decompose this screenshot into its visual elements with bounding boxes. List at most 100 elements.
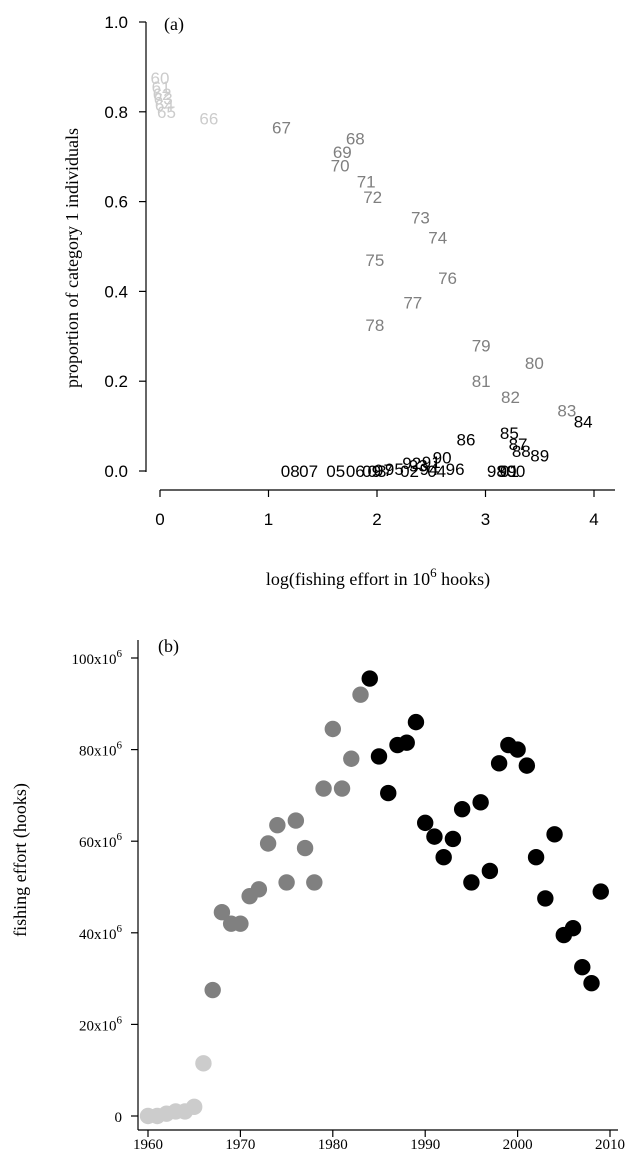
panel-b-point: [296, 839, 314, 857]
panel-b-point: [195, 1055, 212, 1072]
panel-a-year-label: 61: [152, 78, 171, 97]
panel-a-year-label: 74: [428, 229, 447, 248]
panel-b-point: [361, 670, 378, 687]
panel-b-y-tick-sup: 6: [117, 1014, 123, 1026]
panel-a-y-tick-label: 1.0: [104, 13, 128, 32]
panel-a-year-label: 05: [326, 462, 345, 481]
panel-a-year-label: 71: [357, 172, 376, 191]
panel-b-point: [509, 741, 526, 758]
panel-a-year-label: 87: [509, 435, 528, 454]
panel-a-year-label: 81: [472, 372, 491, 391]
panel-a-x-label-sup: 6: [430, 565, 437, 580]
panel-a-year-label: 72: [363, 188, 382, 207]
panel-a-tag: (a): [164, 14, 184, 35]
panel-b-tag: (b): [158, 636, 179, 657]
panel-a-year-label: 00: [506, 462, 525, 481]
panel-b-point: [417, 814, 434, 832]
panel-b-y-tick-sup: 6: [117, 648, 123, 660]
panel-a-x-tick-label: 2: [372, 510, 381, 529]
panel-a-x-tick-label: 3: [481, 510, 490, 529]
panel-a-year-label: 89: [530, 446, 549, 465]
panel-a-year-label: 86: [457, 431, 476, 450]
panel-a-year-label: 88: [512, 442, 531, 461]
panel-a-year-label: 95: [385, 460, 404, 479]
panel-b-point: [287, 812, 305, 829]
panel-a-year-label: 60: [151, 69, 170, 88]
panel-b-y-axis-label: fishing effort (hooks): [10, 783, 31, 937]
panel-a-y-tick-label: 0.4: [104, 282, 128, 301]
panel-a-year-label: 98: [487, 462, 506, 481]
panel-a-x-label-suffix: hooks): [437, 569, 491, 590]
panel-b-y-tick-label: 100x106: [72, 648, 123, 668]
panel-a-year-label: 07: [299, 462, 318, 481]
panel-b-y-tick-base: 20x10: [79, 1018, 117, 1034]
panel-b-point: [315, 780, 332, 797]
panel-b-x-tick-label: 2000: [503, 1137, 533, 1152]
panel-b-x-tick-label: 1990: [410, 1137, 440, 1152]
panel-b-y-tick-base: 40x10: [79, 927, 117, 943]
panel-b-x-tick-label: 1960: [133, 1137, 163, 1152]
panel-b-point: [426, 828, 443, 845]
panel-a-year-label: 99: [498, 462, 517, 481]
panel-b-y-tick-label: 20x106: [79, 1014, 123, 1034]
panel-b-point: [518, 757, 536, 774]
panel-a-year-label: 75: [365, 251, 384, 270]
panel-a-year-label: 67: [272, 119, 291, 138]
panel-b-y-tick-label: 0: [115, 1110, 123, 1126]
panel-a-year-label: 63: [154, 89, 173, 108]
panel-a-year-label: 84: [574, 413, 593, 432]
panel-b-point: [564, 920, 582, 937]
panel-a-x-tick-label: 4: [589, 510, 598, 529]
panel-a-year-label: 66: [199, 110, 218, 129]
panel-b-point: [324, 720, 341, 738]
panel-b-y-tick-sup: 6: [117, 831, 123, 843]
panel-b-point: [435, 849, 452, 866]
panel-b-y-tick-base: 100x10: [72, 652, 117, 668]
panel-a-year-label: 76: [438, 269, 457, 288]
panel-a-year-label: 79: [472, 336, 491, 355]
panel-a-year-label: 96: [446, 460, 465, 479]
panel-b-point: [380, 784, 397, 802]
panel-b-point: [490, 755, 508, 772]
panel-a-year-label: 93: [409, 457, 428, 476]
panel-a-year-label: 64: [155, 96, 174, 115]
panel-b-point: [333, 780, 351, 797]
panel-b-point: [453, 800, 471, 818]
panel-a-year-label: 77: [403, 294, 422, 313]
panel-a-x-axis-label: log(fishing effort in 106 hooks): [266, 565, 490, 590]
panel-b-point: [250, 881, 268, 898]
panel-a-year-label: 04: [427, 462, 446, 481]
panel-a-year-label: 01: [500, 462, 519, 481]
panel-b-point: [444, 830, 462, 848]
panel-a-year-label: 69: [333, 143, 352, 162]
panel-a-year-label: 62: [153, 85, 172, 104]
panel-a-year-label: 73: [411, 208, 430, 227]
panel-a-y-tick-label: 0.0: [104, 462, 128, 481]
panel-a-y-tick-label: 0.8: [104, 103, 128, 122]
panel-b-point: [592, 883, 609, 900]
panel-b-point: [269, 816, 286, 834]
panel-a-year-label: 70: [331, 157, 350, 176]
panel-b-point: [306, 874, 323, 891]
panel-a-x-tick-label: 0: [155, 510, 164, 529]
panel-a-year-label: 03: [368, 462, 387, 481]
panel-b-point: [370, 748, 388, 765]
panel-a-year-label: 68: [346, 130, 365, 149]
panel-a-year-label: 90: [433, 449, 452, 468]
panel-a-year-label: 80: [525, 354, 544, 373]
panel-b-point: [463, 874, 480, 891]
panel-a-year-label: 02: [400, 462, 419, 481]
panel-b-y-tick-label: 40x106: [79, 923, 123, 943]
panel-a-year-label: 85: [500, 424, 519, 443]
panel-b-point: [259, 835, 277, 852]
panel-a-year-label: 82: [501, 388, 520, 407]
panel-b-point: [583, 974, 600, 992]
panel-b-point: [472, 794, 489, 811]
panel-b-point: [186, 1098, 203, 1116]
panel-a-y-tick-label: 0.2: [104, 372, 128, 391]
panel-b-point: [398, 734, 415, 751]
panel-b-y-tick-label: 80x106: [79, 740, 123, 760]
panel-b-y-tick-base: 60x10: [79, 835, 117, 851]
panel-b-point: [574, 958, 591, 976]
